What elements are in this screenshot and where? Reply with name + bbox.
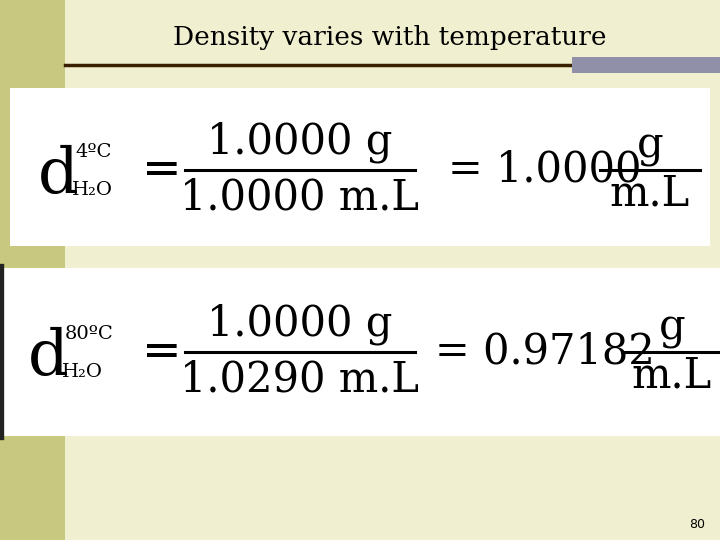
Text: 80ºC: 80ºC bbox=[65, 325, 114, 343]
Text: Density varies with temperature: Density varies with temperature bbox=[174, 25, 607, 51]
Text: 1.0000 m.L: 1.0000 m.L bbox=[181, 177, 420, 219]
Text: m.L: m.L bbox=[610, 173, 690, 215]
Bar bbox=[0, 0, 65, 540]
Bar bbox=[0, 268, 720, 436]
Text: 4ºC: 4ºC bbox=[75, 143, 112, 161]
Bar bbox=[572, 57, 720, 73]
Text: =: = bbox=[142, 329, 182, 375]
Text: =: = bbox=[142, 147, 182, 193]
Text: 1.0290 m.L: 1.0290 m.L bbox=[181, 359, 420, 401]
Text: g: g bbox=[659, 307, 685, 349]
Bar bbox=[10, 88, 710, 246]
Text: 80: 80 bbox=[689, 517, 705, 530]
Text: m.L: m.L bbox=[632, 355, 712, 397]
Text: d: d bbox=[38, 145, 78, 206]
Text: d: d bbox=[28, 327, 68, 388]
Text: 1.0000 g: 1.0000 g bbox=[207, 121, 392, 163]
Text: H₂O: H₂O bbox=[62, 363, 103, 381]
Text: 1.0000 g: 1.0000 g bbox=[207, 303, 392, 345]
Text: H₂O: H₂O bbox=[72, 181, 113, 199]
Text: = 1.0000: = 1.0000 bbox=[448, 149, 642, 191]
Text: g: g bbox=[636, 125, 663, 167]
Text: = 0.97182: = 0.97182 bbox=[435, 331, 655, 373]
